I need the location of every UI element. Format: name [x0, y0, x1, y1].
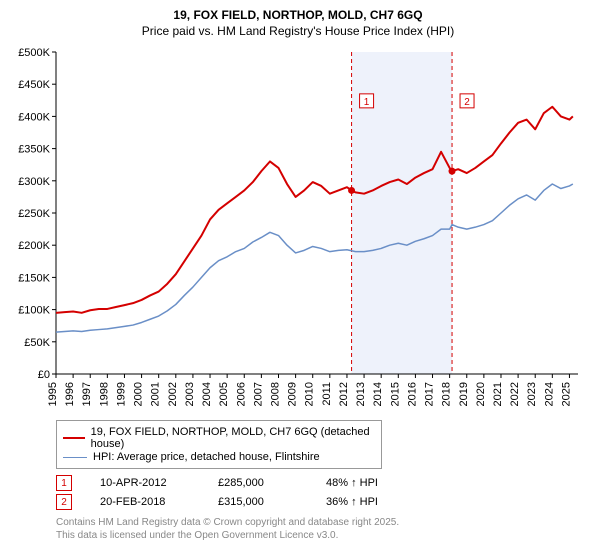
- legend: 19, FOX FIELD, NORTHOP, MOLD, CH7 6GQ (d…: [56, 420, 382, 469]
- svg-text:£50K: £50K: [24, 337, 50, 349]
- chart-svg: £0 £50K £100K £150K £200K £250K £300K £350K £400…: [8, 46, 588, 414]
- legend-swatch: [63, 437, 85, 439]
- marker-row: 1 10-APR-2012 £285,000 48% ↑ HPI: [56, 475, 588, 491]
- marker-badge: 1: [56, 475, 72, 491]
- chart-subtitle: Price paid vs. HM Land Registry's House …: [8, 24, 588, 38]
- svg-text:£150K: £150K: [18, 272, 50, 284]
- svg-text:£350K: £350K: [18, 144, 50, 156]
- svg-text:2009: 2009: [287, 382, 299, 406]
- chart-container: { "header": { "title": "19, FOX FIELD, N…: [0, 0, 600, 560]
- marker-badge: 2: [56, 494, 72, 510]
- marker-date: 20-FEB-2018: [100, 496, 190, 508]
- line-chart: £0 £50K £100K £150K £200K £250K £300K £350K £400…: [8, 46, 588, 414]
- svg-text:2007: 2007: [252, 382, 264, 406]
- attribution-line: This data is licensed under the Open Gov…: [56, 529, 588, 542]
- marker-row: 2 20-FEB-2018 £315,000 36% ↑ HPI: [56, 494, 588, 510]
- svg-text:1995: 1995: [47, 382, 59, 406]
- svg-text:2017: 2017: [424, 382, 436, 406]
- svg-text:1999: 1999: [115, 382, 127, 406]
- marker-pct: 36% ↑ HPI: [326, 496, 416, 508]
- svg-text:£450K: £450K: [18, 79, 50, 91]
- svg-text:2018: 2018: [441, 382, 453, 406]
- legend-swatch: [63, 457, 87, 458]
- svg-text:2013: 2013: [355, 382, 367, 406]
- svg-text:2011: 2011: [321, 382, 333, 406]
- svg-text:2005: 2005: [218, 382, 230, 406]
- legend-row: 19, FOX FIELD, NORTHOP, MOLD, CH7 6GQ (d…: [63, 426, 375, 450]
- svg-text:2004: 2004: [201, 382, 213, 406]
- marker-price: £285,000: [218, 477, 298, 489]
- attribution-line: Contains HM Land Registry data © Crown c…: [56, 516, 588, 529]
- svg-text:1996: 1996: [64, 382, 76, 406]
- svg-text:2003: 2003: [184, 382, 196, 406]
- marker-price: £315,000: [218, 496, 298, 508]
- svg-text:2014: 2014: [372, 382, 384, 406]
- svg-text:2001: 2001: [150, 382, 162, 406]
- svg-text:2012: 2012: [338, 382, 350, 406]
- svg-text:2015: 2015: [389, 382, 401, 406]
- legend-label: HPI: Average price, detached house, Flin…: [93, 451, 320, 463]
- svg-text:£250K: £250K: [18, 208, 50, 220]
- chart-title: 19, FOX FIELD, NORTHOP, MOLD, CH7 6GQ: [8, 8, 588, 22]
- legend-label: 19, FOX FIELD, NORTHOP, MOLD, CH7 6GQ (d…: [91, 426, 375, 450]
- svg-text:2019: 2019: [458, 382, 470, 406]
- marker-pct: 48% ↑ HPI: [326, 477, 416, 489]
- svg-text:2023: 2023: [526, 382, 538, 406]
- svg-text:2002: 2002: [167, 382, 179, 406]
- svg-text:2000: 2000: [133, 382, 145, 406]
- svg-text:2008: 2008: [269, 382, 281, 406]
- svg-text:2022: 2022: [509, 382, 521, 406]
- svg-text:£200K: £200K: [18, 240, 50, 252]
- svg-text:£100K: £100K: [18, 305, 50, 317]
- attribution: Contains HM Land Registry data © Crown c…: [56, 516, 588, 542]
- svg-text:2025: 2025: [560, 382, 572, 406]
- svg-text:£300K: £300K: [18, 176, 50, 188]
- marker-date: 10-APR-2012: [100, 477, 190, 489]
- svg-text:£400K: £400K: [18, 111, 50, 123]
- svg-text:1998: 1998: [98, 382, 110, 406]
- svg-text:1997: 1997: [81, 382, 93, 406]
- svg-text:1: 1: [364, 97, 370, 108]
- svg-text:2016: 2016: [406, 382, 418, 406]
- sale-markers-table: 1 10-APR-2012 £285,000 48% ↑ HPI 2 20-FEB-201…: [56, 475, 588, 510]
- svg-text:2020: 2020: [475, 382, 487, 406]
- svg-text:2024: 2024: [543, 382, 555, 406]
- legend-row: HPI: Average price, detached house, Flin…: [63, 451, 375, 463]
- svg-text:2006: 2006: [235, 382, 247, 406]
- svg-text:£500K: £500K: [18, 47, 50, 59]
- svg-text:2: 2: [464, 97, 470, 108]
- svg-text:2021: 2021: [492, 382, 504, 406]
- svg-text:2010: 2010: [304, 382, 316, 406]
- svg-text:£0: £0: [38, 369, 50, 381]
